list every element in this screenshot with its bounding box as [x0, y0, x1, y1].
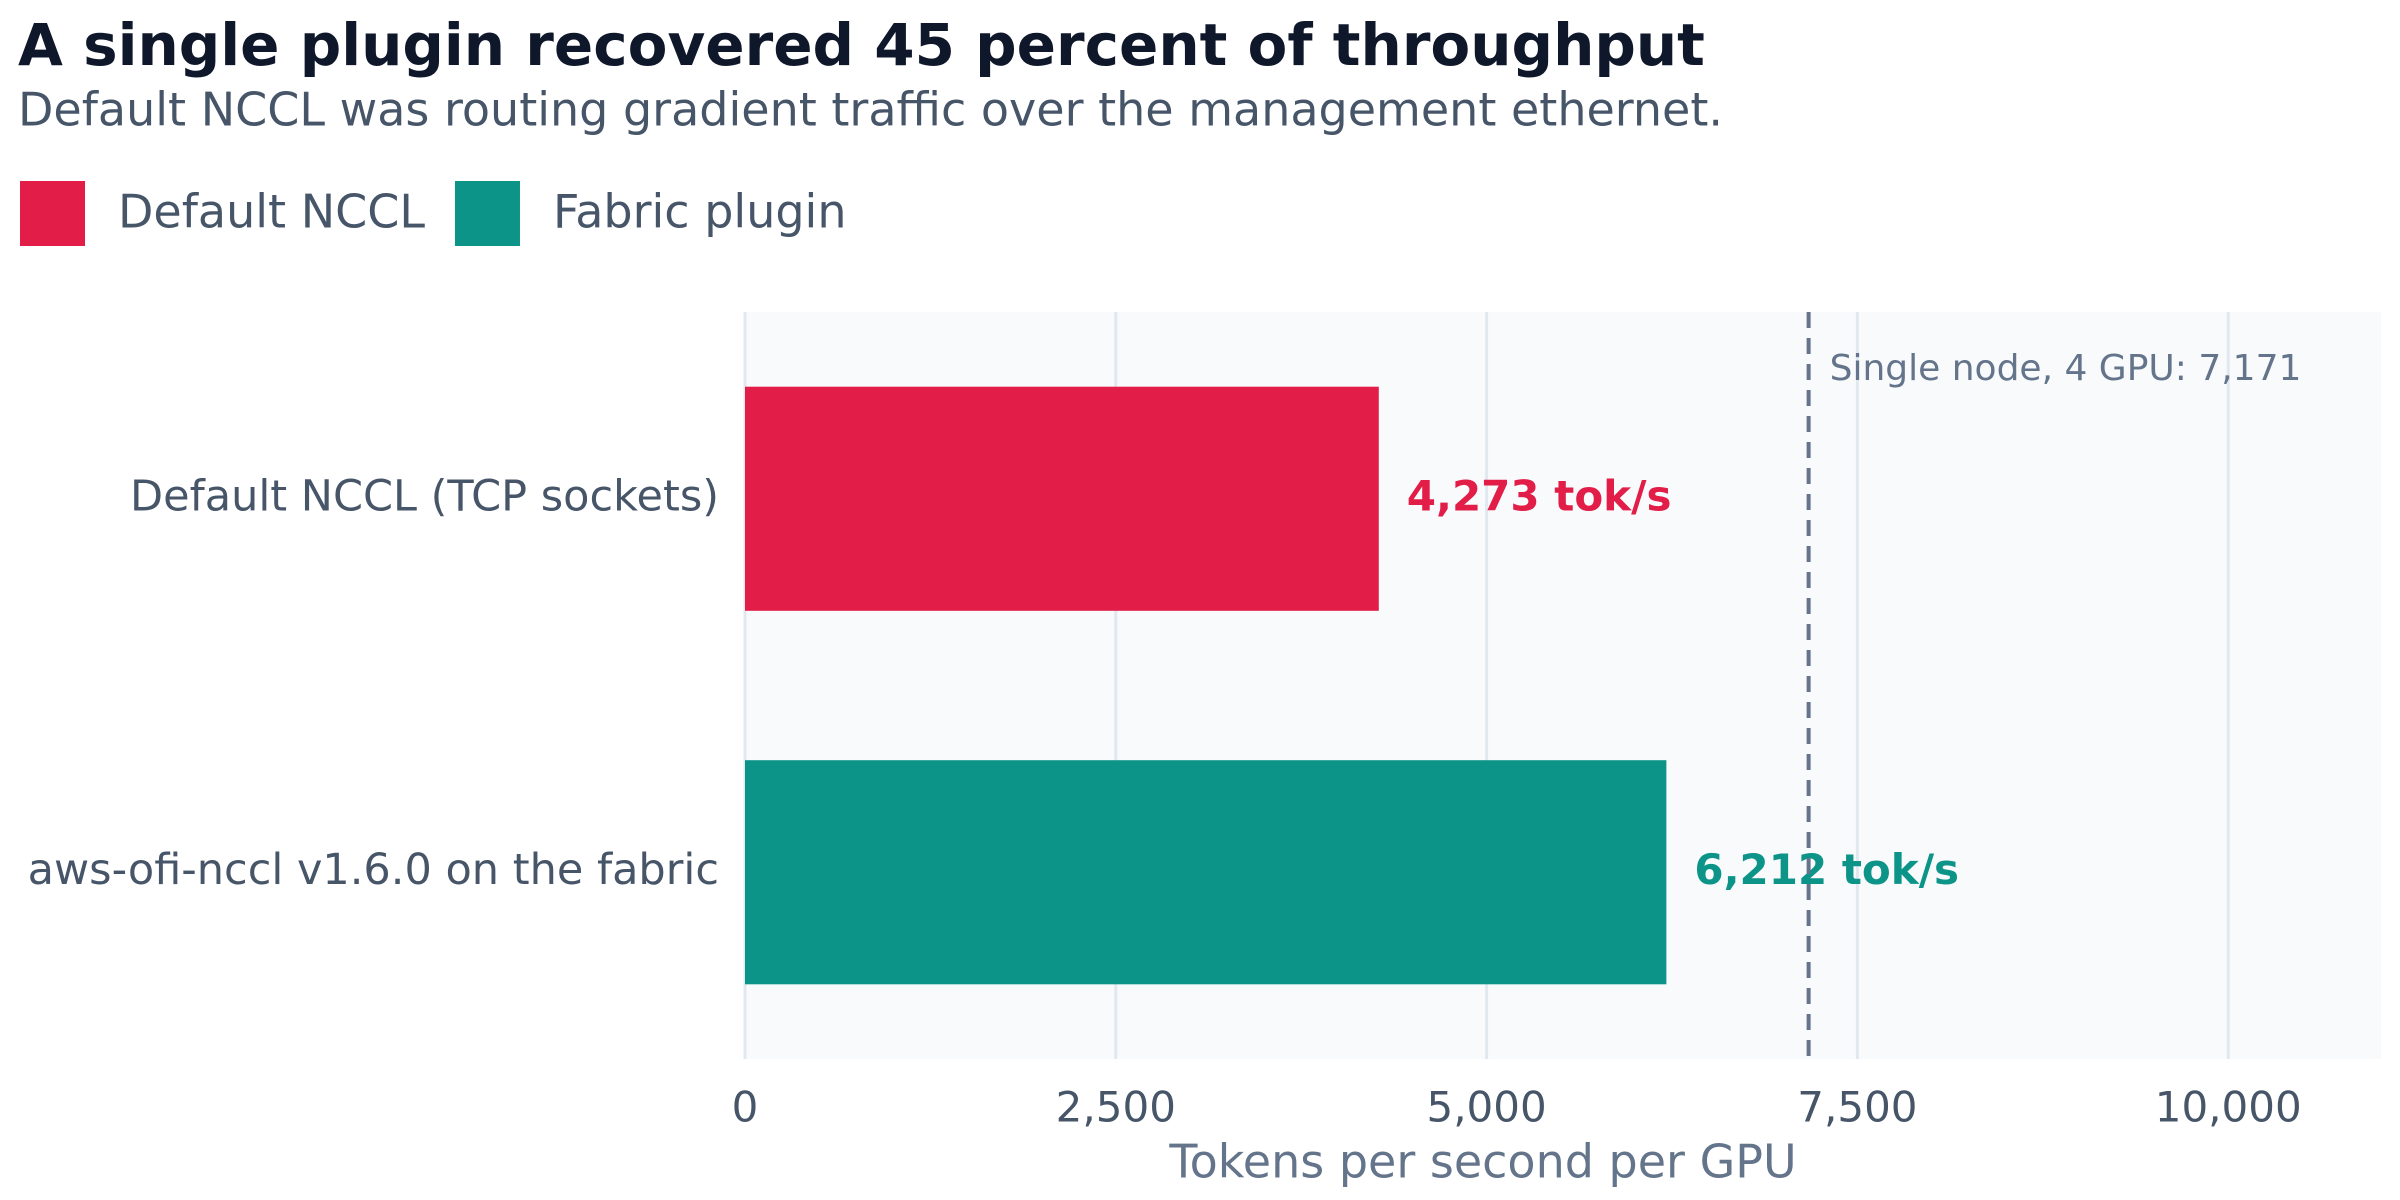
bar [745, 760, 1667, 985]
value-label: 6,212 tok/s [1694, 845, 1959, 894]
legend-swatch [454, 181, 520, 246]
legend-label: Default NCCL [118, 185, 425, 239]
bar [745, 386, 1379, 611]
y-tick-label: Default NCCL (TCP sockets) [130, 471, 719, 521]
x-tick-label: 2,500 [1056, 1083, 1176, 1132]
x-tick-label: 10,000 [2155, 1083, 2302, 1132]
x-tick-label: 5,000 [1426, 1083, 1546, 1132]
x-tick-label: 0 [732, 1083, 759, 1132]
value-label: 4,273 tok/s [1407, 471, 1672, 520]
legend-swatch [20, 181, 85, 246]
chart-subtitle: Default NCCL was routing gradient traffi… [18, 83, 1723, 137]
y-tick-label: aws-ofi-nccl v1.6.0 on the fabric [28, 845, 719, 895]
reference-label: Single node, 4 GPU: 7,171 [1830, 348, 2302, 389]
legend-label: Fabric plugin [553, 185, 847, 239]
chart-title: A single plugin recovered 45 percent of … [18, 11, 1705, 79]
x-axis-label: Tokens per second per GPU [1168, 1135, 1796, 1189]
x-tick-label: 7,500 [1797, 1083, 1917, 1132]
